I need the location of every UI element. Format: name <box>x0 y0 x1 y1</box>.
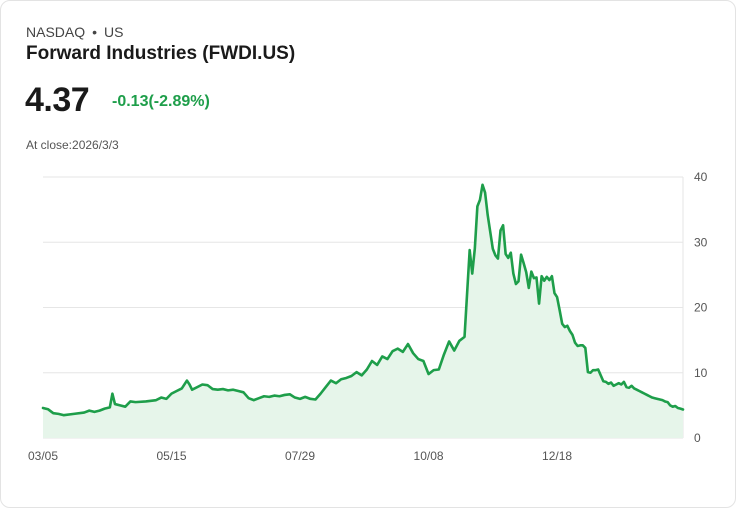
y-tick-label: 0 <box>694 431 701 445</box>
x-tick-label: 03/05 <box>28 449 58 463</box>
separator-dot: • <box>92 24 98 40</box>
x-tick-label: 07/29 <box>285 449 315 463</box>
x-tick-label: 12/18 <box>542 449 572 463</box>
y-tick-label: 30 <box>694 235 708 249</box>
x-tick-label: 05/15 <box>156 449 186 463</box>
y-axis-labels: 0 10 20 30 40 <box>694 170 708 445</box>
chart-line-layer <box>41 183 685 417</box>
stock-title: Forward Industries (FWDI.US) <box>26 43 296 64</box>
close-date-label: At close:2026/3/3 <box>26 138 119 152</box>
stock-price: 4.37 <box>25 81 90 119</box>
region-label: US <box>104 24 124 40</box>
exchange-name: NASDAQ <box>26 24 86 40</box>
price-line[interactable] <box>41 183 685 417</box>
y-tick-label: 10 <box>694 366 708 380</box>
y-tick-label: 40 <box>694 170 708 184</box>
exchange-line: NASDAQ • US <box>26 24 123 40</box>
x-axis-labels: 03/05 05/15 07/29 10/08 12/18 <box>28 449 572 463</box>
chart-area-layer <box>43 184 683 438</box>
price-change: -0.13(-2.89%) <box>112 93 210 110</box>
price-area-fill <box>43 184 683 438</box>
x-tick-label: 10/08 <box>414 449 444 463</box>
y-tick-label: 20 <box>694 301 708 315</box>
